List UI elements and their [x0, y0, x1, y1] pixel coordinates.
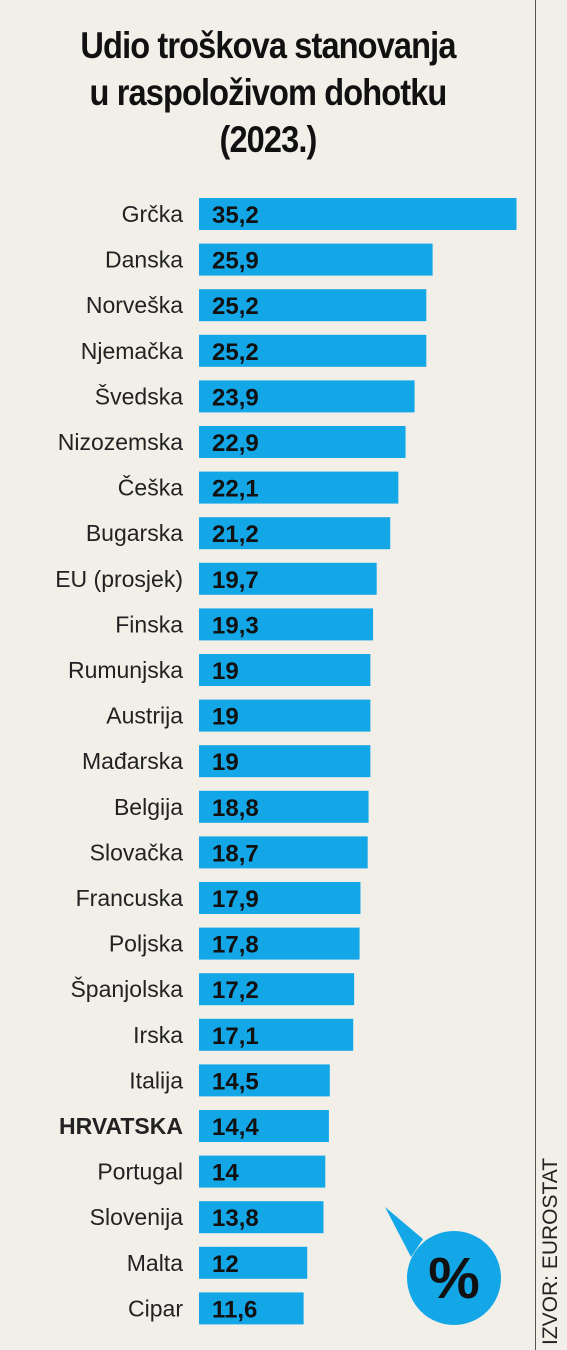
chart-frame: [535, 0, 536, 1350]
category-label-slovenija: Slovenija: [90, 1204, 184, 1230]
value-label-grcka: 35,2: [212, 202, 259, 229]
category-label-malta: Malta: [127, 1250, 183, 1276]
speech-bubble-icon: [385, 1207, 501, 1325]
bar-portugal: [199, 1155, 326, 1188]
category-label-finska: Finska: [115, 611, 183, 637]
value-label-svedska: 23,9: [212, 384, 259, 411]
category-label-irska: Irska: [133, 1022, 183, 1048]
category-label-portugal: Portugal: [97, 1159, 183, 1185]
bar-danska: [199, 243, 433, 276]
value-label-spanjolska: 17,2: [212, 977, 259, 1004]
value-label-francuska: 17,9: [212, 886, 259, 913]
bar-irska: [199, 1018, 354, 1051]
value-label-njemacka: 25,2: [212, 339, 259, 366]
bar-spanjolska: [199, 973, 355, 1006]
value-label-bugarska: 21,2: [212, 521, 259, 548]
bar-ceska: [199, 471, 399, 504]
category-label-bugarska: Bugarska: [86, 520, 183, 546]
category-label-eu-prosjek: EU (prosjek): [55, 566, 183, 592]
category-label-spanjolska: Španjolska: [70, 975, 183, 1002]
bar-malta: [199, 1246, 308, 1279]
value-label-malta: 12: [212, 1251, 239, 1278]
value-label-irska: 17,1: [212, 1023, 259, 1050]
title-line-1: Udio troškova stanovanja: [80, 25, 456, 66]
category-label-ceska: Češka: [118, 474, 183, 501]
bar-cipar: [199, 1292, 304, 1325]
bar-eu-prosjek: [199, 562, 377, 595]
value-label-belgija: 18,8: [212, 795, 259, 822]
value-label-ma-arska: 19: [212, 749, 239, 776]
category-label-slovacka: Slovačka: [90, 839, 184, 865]
category-label-ma-arska: Mađarska: [82, 748, 183, 774]
category-label-svedska: Švedska: [95, 382, 183, 409]
title-line-3: (2023.): [219, 119, 317, 160]
bar-njemacka: [199, 334, 427, 367]
chart-title: Udio troškova stanovanja u raspoloživom …: [32, 22, 504, 163]
bar-poljska: [199, 927, 360, 960]
category-label-italija: Italija: [129, 1067, 183, 1093]
value-label-ceska: 22,1: [212, 476, 259, 503]
bar-hrvatska: [199, 1110, 329, 1142]
value-label-slovenija: 13,8: [212, 1205, 259, 1232]
value-label-nizozemska: 22,9: [212, 430, 259, 457]
category-label-njemacka: Njemačka: [81, 338, 183, 364]
category-label-norveska: Norveška: [86, 292, 183, 318]
bar-italija: [199, 1064, 330, 1097]
value-label-norveska: 25,2: [212, 293, 259, 320]
bar-finska: [199, 608, 374, 641]
bar-slovenija: [199, 1201, 324, 1234]
category-label-francuska: Francuska: [76, 885, 184, 911]
value-label-finska: 19,3: [212, 612, 259, 639]
value-label-italija: 14,5: [212, 1068, 259, 1095]
percent-sign: %: [428, 1245, 480, 1311]
title-line-2: u raspoloživom dohotku: [89, 72, 448, 113]
category-label-cipar: Cipar: [128, 1295, 183, 1321]
value-label-slovacka: 18,7: [212, 840, 259, 867]
bar-slovacka: [199, 836, 368, 869]
category-label-danska: Danska: [105, 247, 183, 273]
category-label-belgija: Belgija: [114, 794, 183, 820]
value-label-cipar: 11,6: [212, 1296, 257, 1323]
bar-grcka: [199, 198, 517, 230]
value-label-poljska: 17,8: [212, 932, 259, 959]
bar-belgija: [199, 790, 369, 823]
source-label: IZVOR: EUROSTAT: [539, 1157, 562, 1345]
bar-chart: Grčka 35,2 Danska 25,9 Norveška 25,2 Njemačka 2…: [55, 198, 517, 1325]
value-label-austrija: 19: [212, 704, 239, 731]
percent-badge: %: [383, 1205, 507, 1325]
bar-nizozemska: [199, 426, 406, 458]
category-label-austrija: Austrija: [106, 703, 183, 729]
bar-austrija: [199, 699, 371, 732]
category-label-poljska: Poljska: [109, 931, 183, 957]
bar-bugarska: [199, 517, 391, 550]
bar-norveska: [199, 289, 427, 322]
bar-rumunjska: [199, 654, 371, 686]
value-label-danska: 25,9: [212, 248, 259, 275]
value-label-eu-prosjek: 19,7: [212, 567, 259, 594]
value-label-rumunjska: 19: [212, 658, 239, 685]
bar-francuska: [199, 882, 361, 914]
category-label-nizozemska: Nizozemska: [58, 429, 183, 455]
value-label-hrvatska: 14,4: [212, 1114, 259, 1141]
category-label-rumunjska: Rumunjska: [68, 657, 183, 683]
bar-svedska: [199, 380, 415, 413]
category-label-hrvatska: HRVATSKA: [59, 1113, 183, 1139]
value-label-portugal: 14: [212, 1160, 239, 1187]
category-label-grcka: Grčka: [122, 201, 184, 227]
bar-ma-arska: [199, 745, 371, 778]
